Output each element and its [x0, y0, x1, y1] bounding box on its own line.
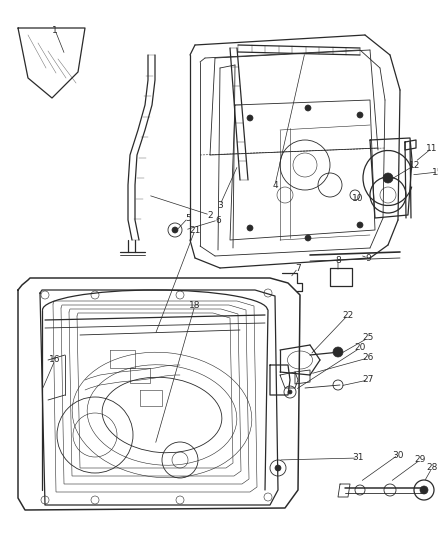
- Text: 31: 31: [351, 454, 363, 463]
- Text: 16: 16: [49, 356, 60, 365]
- Text: 11: 11: [425, 143, 437, 152]
- Circle shape: [287, 390, 291, 394]
- Text: 2: 2: [207, 211, 212, 220]
- Text: 27: 27: [361, 376, 373, 384]
- Text: 10: 10: [351, 193, 363, 203]
- Text: 6: 6: [215, 215, 220, 224]
- Text: 25: 25: [361, 334, 373, 343]
- Circle shape: [247, 115, 252, 121]
- Text: 8: 8: [334, 255, 340, 264]
- Text: 1: 1: [52, 26, 58, 35]
- Circle shape: [274, 465, 280, 471]
- Text: 26: 26: [361, 353, 373, 362]
- Text: 21: 21: [189, 225, 200, 235]
- Circle shape: [304, 105, 310, 111]
- Text: 7: 7: [294, 263, 300, 272]
- Text: 5: 5: [185, 214, 191, 222]
- Circle shape: [172, 227, 177, 233]
- Circle shape: [247, 225, 252, 231]
- Text: 18: 18: [189, 301, 200, 310]
- Text: 29: 29: [413, 456, 425, 464]
- Text: 12: 12: [408, 160, 420, 169]
- Circle shape: [356, 222, 362, 228]
- Text: 15: 15: [431, 167, 438, 176]
- Text: 28: 28: [425, 464, 437, 472]
- Text: 3: 3: [217, 200, 223, 209]
- Text: 20: 20: [353, 343, 365, 352]
- Text: 9: 9: [364, 254, 370, 262]
- Text: 22: 22: [342, 311, 353, 319]
- Text: 4: 4: [272, 181, 277, 190]
- Circle shape: [356, 112, 362, 118]
- Circle shape: [304, 235, 310, 241]
- Circle shape: [419, 486, 427, 494]
- Circle shape: [332, 347, 342, 357]
- Circle shape: [382, 173, 392, 183]
- Text: 30: 30: [392, 450, 403, 459]
